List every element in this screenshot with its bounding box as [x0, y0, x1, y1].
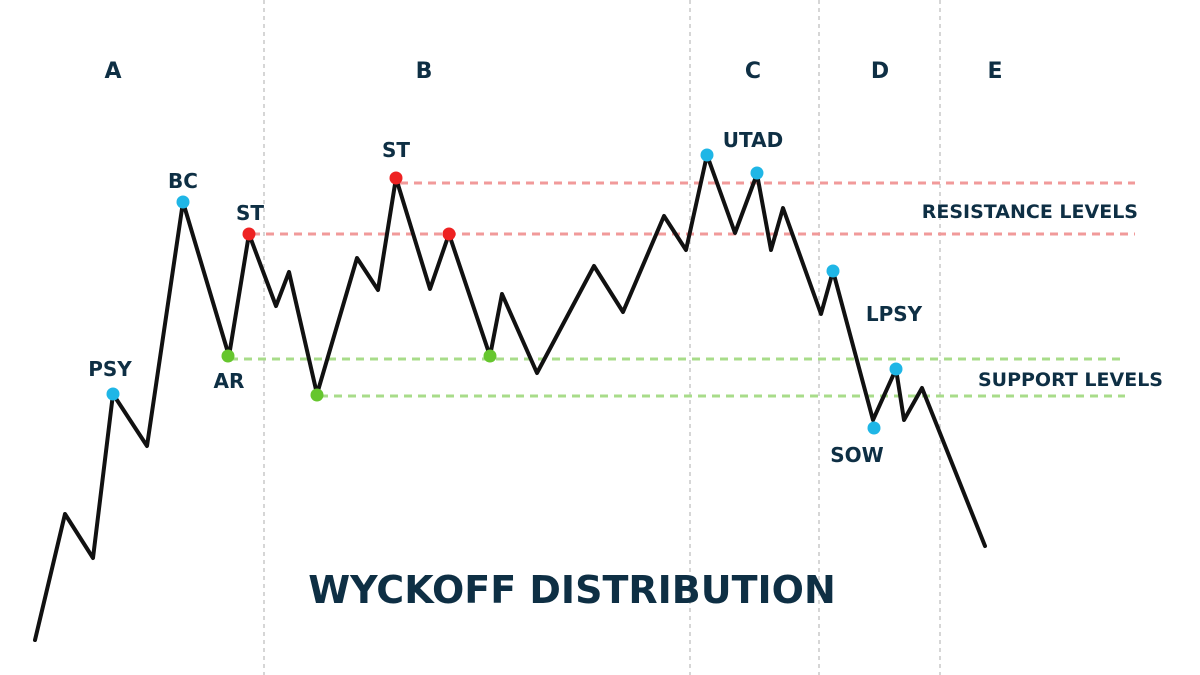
phase-label-c: C — [745, 59, 761, 84]
point-st-b — [389, 171, 403, 185]
phase-labels: A B C D E — [104, 59, 1002, 84]
phase-dividers — [263, 0, 941, 675]
support-levels: SUPPORT LEVELS — [230, 357, 1163, 398]
phase-label-e: E — [987, 59, 1002, 84]
point-lpsy-high — [826, 264, 840, 278]
point-test-support — [483, 349, 497, 363]
point-st-a — [242, 227, 256, 241]
resistance-levels-label: RESISTANCE LEVELS — [922, 201, 1138, 223]
resistance-levels: RESISTANCE LEVELS — [252, 181, 1138, 236]
label-bc: BC — [168, 169, 198, 193]
point-utad-retest — [750, 166, 764, 180]
phase-label-d: D — [871, 59, 889, 84]
point-labels: PSY BC AR ST ST UTAD LPSY SOW — [88, 128, 922, 467]
point-test-resistance — [442, 227, 456, 241]
point-st-low — [310, 388, 324, 402]
label-lpsy: LPSY — [866, 302, 923, 326]
point-sow — [867, 421, 881, 435]
label-psy: PSY — [88, 357, 132, 381]
label-ar: AR — [214, 369, 245, 393]
point-ar — [221, 349, 235, 363]
key-points — [106, 148, 903, 435]
phase-label-a: A — [104, 59, 121, 84]
label-utad: UTAD — [723, 128, 783, 152]
diagram-title: WYCKOFF DISTRIBUTION — [308, 568, 836, 612]
label-st-a: ST — [236, 201, 264, 225]
price-line — [33, 153, 987, 642]
support-levels-label: SUPPORT LEVELS — [978, 369, 1163, 391]
point-psy — [106, 387, 120, 401]
point-lpsy — [889, 362, 903, 376]
label-sow: SOW — [830, 443, 883, 467]
label-st-b: ST — [382, 138, 410, 162]
point-bc — [176, 195, 190, 209]
point-utad — [700, 148, 714, 162]
phase-label-b: B — [416, 59, 433, 84]
